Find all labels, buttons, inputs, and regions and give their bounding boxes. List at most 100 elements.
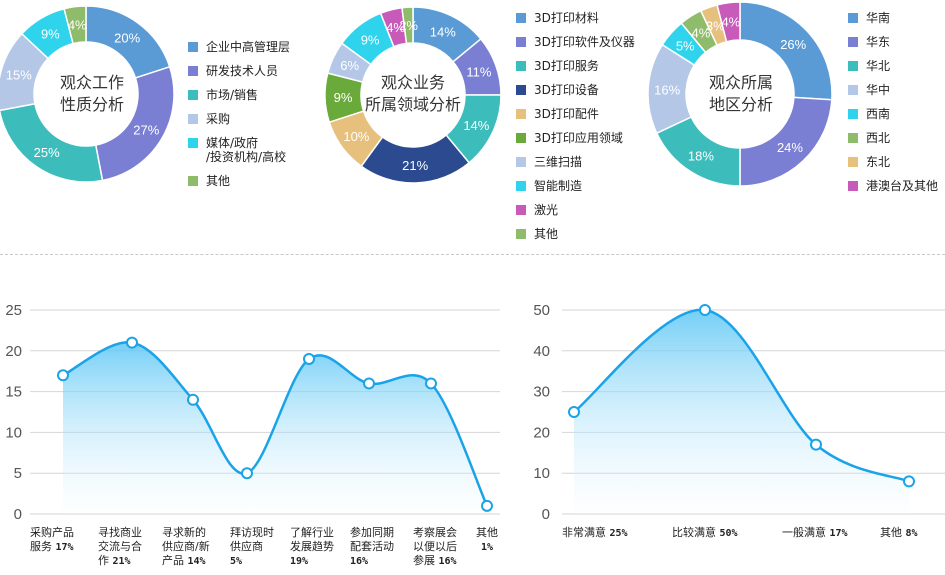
legend-item: 市场/销售: [188, 88, 290, 102]
slice-value-label: 25%: [34, 145, 60, 160]
legend-item: 西南: [848, 107, 938, 121]
legend-item: 其他: [188, 174, 290, 188]
legend-item: 华东: [848, 35, 938, 49]
x-label: 其他 1%: [476, 526, 498, 553]
slice-value-label: 14%: [430, 25, 456, 40]
legend-item: 华北: [848, 59, 938, 73]
legend-swatch: [188, 114, 198, 124]
slice-value-label: 24%: [777, 140, 803, 155]
donut-slice: [0, 102, 104, 183]
y-tick-label: 10: [533, 465, 550, 482]
legend-item: 3D打印软件及仪器: [516, 35, 635, 49]
legend-label: 3D打印应用领域: [534, 131, 623, 145]
donut-1-legend: 企业中高管理层 研发技术人员 市场/销售 采购 媒体/政府 /投资机构/高校 其…: [188, 40, 290, 198]
y-tick-label: 25: [5, 302, 22, 319]
legend-item: 港澳台及其他: [848, 179, 938, 193]
donut-slice: [401, 6, 414, 45]
legend-label: 媒体/政府 /投资机构/高校: [206, 136, 287, 164]
legend-swatch: [188, 42, 198, 52]
legend-item: 企业中高管理层: [188, 40, 290, 54]
slice-value-label: 6%: [340, 58, 359, 73]
y-tick-label: 20: [5, 343, 22, 360]
x-label: 采购产品 服务 17%: [30, 526, 74, 553]
legend-swatch: [516, 205, 526, 215]
y-tick-label: 30: [533, 384, 550, 401]
data-point: [363, 377, 375, 390]
legend-item: 3D打印应用领域: [516, 131, 635, 145]
slice-value-label: 14%: [463, 118, 489, 133]
slice-value-label: 26%: [780, 37, 806, 52]
legend-item: 智能制造: [516, 179, 635, 193]
legend-item: 媒体/政府 /投资机构/高校: [188, 136, 290, 164]
legend-label: 研发技术人员: [206, 64, 279, 78]
legend-swatch: [848, 157, 858, 167]
data-point: [699, 304, 711, 316]
legend-swatch: [188, 138, 198, 148]
data-point: [481, 499, 493, 512]
legend-item: 东北: [848, 155, 938, 169]
visit-purpose-area-chart: 0 5 10 15 20 25: [5, 302, 500, 523]
legend-label: 3D打印设备: [534, 83, 599, 97]
legend-label: 西北: [866, 131, 891, 145]
legend-label: 市场/销售: [206, 88, 259, 102]
y-tick-label: 50: [533, 302, 550, 319]
data-point: [57, 369, 69, 382]
slice-value-label: 21%: [402, 158, 428, 173]
slice-value-label: 4%: [386, 20, 405, 35]
x-label: 考察展会 以便以后 参展 16%: [413, 526, 457, 567]
legend-swatch: [848, 13, 858, 23]
legend-swatch: [516, 13, 526, 23]
legend-item: 3D打印设备: [516, 83, 635, 97]
slice-value-label: 9%: [41, 27, 60, 42]
x-label: 参加同期 配套活动 16%: [350, 526, 394, 567]
legend-item: 3D打印配件: [516, 107, 635, 121]
y-tick-label: 40: [533, 343, 550, 360]
legend-label: 其他: [206, 174, 231, 188]
data-point: [425, 377, 437, 390]
slice-value-label: 20%: [114, 30, 140, 45]
legend-item: 3D打印服务: [516, 59, 635, 73]
legend-item: 采购: [188, 112, 290, 126]
data-point: [810, 438, 822, 451]
slice-value-label: 27%: [133, 123, 159, 138]
legend-item: 西北: [848, 131, 938, 145]
legend-swatch: [848, 181, 858, 191]
legend-item: 华中: [848, 83, 938, 97]
data-point: [903, 475, 915, 488]
x-label: 寻找商业 交流与合 作 21%: [98, 526, 142, 567]
donut-2-title: 观众业务 所属领域分析: [364, 73, 461, 114]
legend-swatch: [516, 181, 526, 191]
slice-value-label: 5%: [676, 39, 695, 54]
legend-label: 华东: [866, 35, 891, 49]
y-tick-label: 20: [533, 424, 550, 441]
legend-item: 三维扫描: [516, 155, 635, 169]
slice-value-label: 18%: [688, 149, 714, 164]
x-label: 非常满意 25%: [562, 526, 628, 539]
donut-slice: [716, 1, 741, 43]
legend-swatch: [516, 229, 526, 239]
legend-label: 3D打印材料: [534, 11, 599, 25]
x-label: 一般满意 17%: [782, 526, 848, 539]
work-nature-donut: 20% 27% 25% 15% 9% 4%: [0, 5, 175, 183]
y-tick-label: 0: [14, 506, 22, 523]
legend-label: 三维扫描: [534, 155, 583, 169]
legend-swatch: [188, 90, 198, 100]
legend-swatch: [848, 37, 858, 47]
x-label: 其他 8%: [880, 526, 918, 539]
y-tick-label: 5: [14, 465, 22, 482]
x-label: 寻求新的 供应商/新 产品 14%: [162, 526, 210, 567]
legend-swatch: [848, 61, 858, 71]
legend-label: 3D打印服务: [534, 59, 599, 73]
y-tick-label: 15: [5, 384, 22, 401]
legend-label: 华北: [866, 59, 891, 73]
x-label: 了解行业 发展趋势 19%: [290, 526, 334, 567]
business-field-donut: 14%11%14%21%10%9%6%9%4%2%: [324, 6, 502, 184]
donut-3-legend: 华南 华东 华北 华中 西南 西北 东北 港澳台及其他: [848, 11, 938, 203]
y-tick-label: 0: [542, 506, 550, 523]
legend-swatch: [516, 37, 526, 47]
x-label: 拜访现时 供应商 5%: [230, 526, 274, 567]
donut-3-title: 观众所属 地区分析: [708, 73, 773, 114]
donut-slice: [63, 5, 87, 45]
legend-label: 东北: [866, 155, 891, 169]
